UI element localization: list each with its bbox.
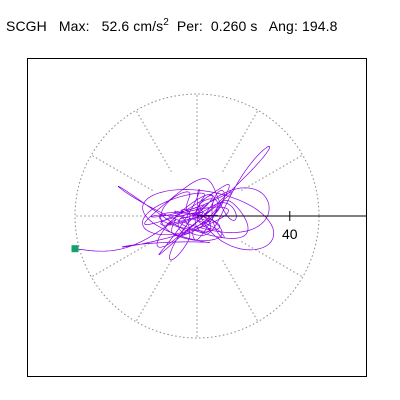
grid-spoke (135, 110, 172, 172)
max-value: 52.6 (101, 18, 130, 34)
grid-spoke (91, 154, 153, 191)
per-label: Per: (176, 18, 203, 34)
grid-spoke (222, 110, 259, 172)
ang-label: Ang: (268, 18, 298, 34)
max-unit-power: 2 (163, 17, 169, 28)
plot-frame (27, 58, 367, 377)
grid-spoke (135, 260, 172, 322)
radial-tick-label: 40 (282, 226, 298, 242)
grid-spoke (241, 241, 303, 278)
trace-path (74, 146, 275, 261)
grid-spoke (241, 154, 303, 191)
max-unit: cm/s (133, 18, 164, 34)
station-code: SCGH (6, 18, 47, 34)
radial-axis: 40 (197, 211, 367, 242)
plot-header: SCGH Max: 52.6 cm/s2 Per: 0.260 s Ang: 1… (6, 17, 338, 34)
motion-trace (71, 146, 275, 261)
max-label: Max: (58, 18, 90, 34)
start-marker (71, 245, 79, 253)
ang-value: 194.8 (301, 18, 338, 34)
per-value: 0.260 s (210, 18, 258, 34)
grid-spoke (222, 260, 259, 322)
